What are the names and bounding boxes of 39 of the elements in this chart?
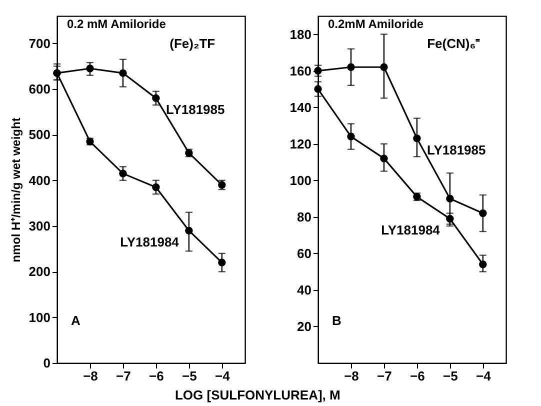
x-tick-label: −4 bbox=[476, 368, 492, 384]
x-tick-label: −8 bbox=[344, 368, 359, 384]
y-tick-label: 100 bbox=[28, 310, 50, 325]
x-tick-label: −7 bbox=[377, 368, 392, 384]
y-tick-label: 120 bbox=[290, 136, 312, 152]
y-tick-label: 400 bbox=[28, 172, 50, 188]
annotation: Fe(CN)₆⁼ bbox=[427, 36, 481, 51]
y-tick-label: 600 bbox=[28, 82, 50, 97]
x-tick-label: −7 bbox=[116, 368, 131, 384]
y-tick-label: 140 bbox=[290, 100, 312, 115]
y-tick-label: 40 bbox=[297, 282, 312, 298]
x-tick-label: −4 bbox=[215, 368, 231, 384]
x-tick-label: −5 bbox=[443, 368, 458, 384]
annotation: 0.2 mM Amiloride bbox=[67, 17, 166, 31]
annotation: A bbox=[71, 313, 81, 328]
annotation: B bbox=[332, 313, 342, 328]
y-tick-label: 0 bbox=[43, 356, 50, 370]
series-label: LY181984 bbox=[381, 222, 441, 238]
y-tick-label: 500 bbox=[28, 127, 50, 142]
series-label: LY181984 bbox=[120, 234, 180, 250]
y-tick-label: 700 bbox=[28, 36, 50, 51]
x-tick-label: −6 bbox=[149, 368, 164, 384]
y-tick-label: 200 bbox=[28, 264, 50, 280]
x-tick-label: −5 bbox=[182, 368, 197, 384]
y-tick-label: 100 bbox=[290, 172, 312, 188]
x-axis-title: LOG [SULFONYLUREA], M bbox=[174, 388, 340, 403]
y-axis-title: nmol H⁺/min/g wet weight bbox=[8, 118, 23, 262]
series-label: LY181985 bbox=[166, 102, 225, 118]
annotation: (Fe)₂TF bbox=[170, 36, 216, 51]
y-tick-label: 300 bbox=[28, 218, 50, 234]
annotation: 0.2mM Amiloride bbox=[328, 17, 424, 31]
x-tick-label: −6 bbox=[410, 368, 425, 384]
y-tick-label: 20 bbox=[297, 318, 312, 334]
y-tick-label: 60 bbox=[297, 246, 312, 261]
y-tick-label: 180 bbox=[290, 26, 312, 42]
y-tick-label: 160 bbox=[290, 63, 312, 78]
x-tick-label: −8 bbox=[83, 368, 98, 384]
series-label: LY181985 bbox=[426, 142, 486, 158]
y-tick-label: 80 bbox=[297, 209, 312, 224]
